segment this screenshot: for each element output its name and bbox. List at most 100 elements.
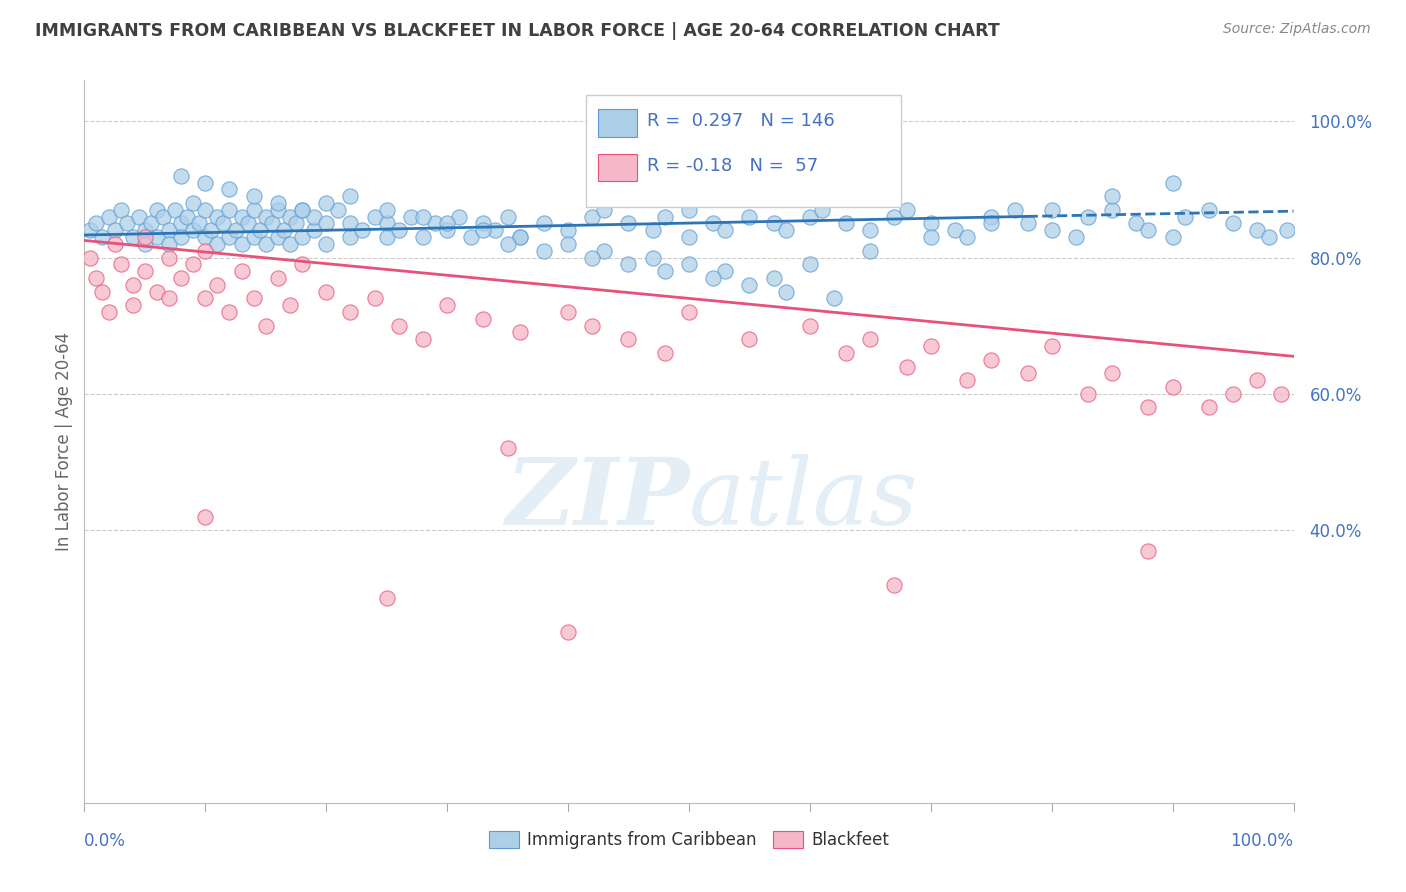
Point: [436, 223, 458, 237]
Point: [896, 202, 918, 217]
Point: [1004, 202, 1026, 217]
Point: [920, 339, 942, 353]
Point: [738, 332, 761, 346]
Point: [811, 202, 834, 217]
Point: [254, 318, 277, 333]
Point: [593, 244, 616, 258]
Point: [775, 223, 797, 237]
Point: [557, 305, 579, 319]
Point: [128, 210, 150, 224]
Point: [702, 271, 724, 285]
Point: [352, 223, 374, 237]
Point: [176, 210, 198, 224]
FancyBboxPatch shape: [586, 95, 901, 207]
Point: [260, 216, 283, 230]
Point: [231, 264, 253, 278]
Point: [835, 216, 858, 230]
Point: [91, 230, 114, 244]
Point: [278, 298, 301, 312]
Point: [375, 230, 398, 244]
Point: [339, 216, 361, 230]
Point: [388, 223, 411, 237]
Point: [121, 277, 143, 292]
Point: [557, 223, 579, 237]
Point: [509, 230, 531, 244]
Point: [799, 318, 821, 333]
Point: [363, 210, 385, 224]
Point: [86, 216, 108, 230]
Point: [557, 236, 579, 251]
Point: [472, 223, 495, 237]
Point: [714, 223, 737, 237]
Point: [110, 202, 132, 217]
Point: [121, 230, 143, 244]
Point: [617, 257, 640, 271]
Point: [207, 277, 229, 292]
Point: [254, 210, 277, 224]
Point: [207, 210, 229, 224]
Point: [121, 298, 143, 312]
Point: [79, 251, 101, 265]
Point: [678, 257, 700, 271]
Point: [139, 216, 162, 230]
Point: [617, 332, 640, 346]
Point: [170, 230, 193, 244]
Point: [339, 305, 361, 319]
Text: atlas: atlas: [689, 454, 918, 544]
Point: [254, 236, 277, 251]
Point: [291, 257, 314, 271]
Point: [302, 223, 325, 237]
Point: [1246, 373, 1268, 387]
Text: 0.0%: 0.0%: [84, 831, 127, 850]
Point: [654, 210, 676, 224]
Point: [412, 210, 434, 224]
Point: [883, 577, 905, 591]
Point: [302, 210, 325, 224]
Point: [654, 346, 676, 360]
Point: [242, 292, 264, 306]
Point: [1101, 367, 1123, 381]
Point: [194, 202, 217, 217]
Legend: Immigrants from Caribbean, Blackfeet: Immigrants from Caribbean, Blackfeet: [482, 824, 896, 856]
Point: [236, 216, 259, 230]
Point: [799, 210, 821, 224]
Point: [1277, 223, 1299, 237]
Point: [980, 210, 1002, 224]
Point: [212, 216, 235, 230]
Point: [267, 230, 290, 244]
Point: [157, 292, 180, 306]
Point: [1040, 339, 1063, 353]
Point: [328, 202, 350, 217]
Point: [412, 332, 434, 346]
Point: [181, 257, 204, 271]
Point: [762, 271, 785, 285]
Point: [278, 236, 301, 251]
Point: [943, 223, 966, 237]
Point: [496, 210, 519, 224]
Point: [284, 216, 308, 230]
Point: [920, 216, 942, 230]
Point: [315, 216, 337, 230]
Point: [641, 223, 664, 237]
Point: [242, 230, 264, 244]
Point: [388, 318, 411, 333]
Text: R =  0.297   N = 146: R = 0.297 N = 146: [647, 112, 834, 129]
Point: [678, 230, 700, 244]
Point: [170, 271, 193, 285]
Point: [859, 223, 882, 237]
Point: [157, 223, 180, 237]
Point: [641, 251, 664, 265]
Point: [581, 318, 603, 333]
Point: [194, 292, 217, 306]
Text: ZIP: ZIP: [505, 454, 689, 544]
Point: [509, 326, 531, 340]
Point: [104, 223, 127, 237]
Point: [883, 210, 905, 224]
Point: [1161, 230, 1184, 244]
Point: [267, 271, 290, 285]
Point: [1161, 176, 1184, 190]
Point: [472, 311, 495, 326]
Point: [134, 223, 156, 237]
Point: [1017, 216, 1039, 230]
Point: [207, 236, 229, 251]
